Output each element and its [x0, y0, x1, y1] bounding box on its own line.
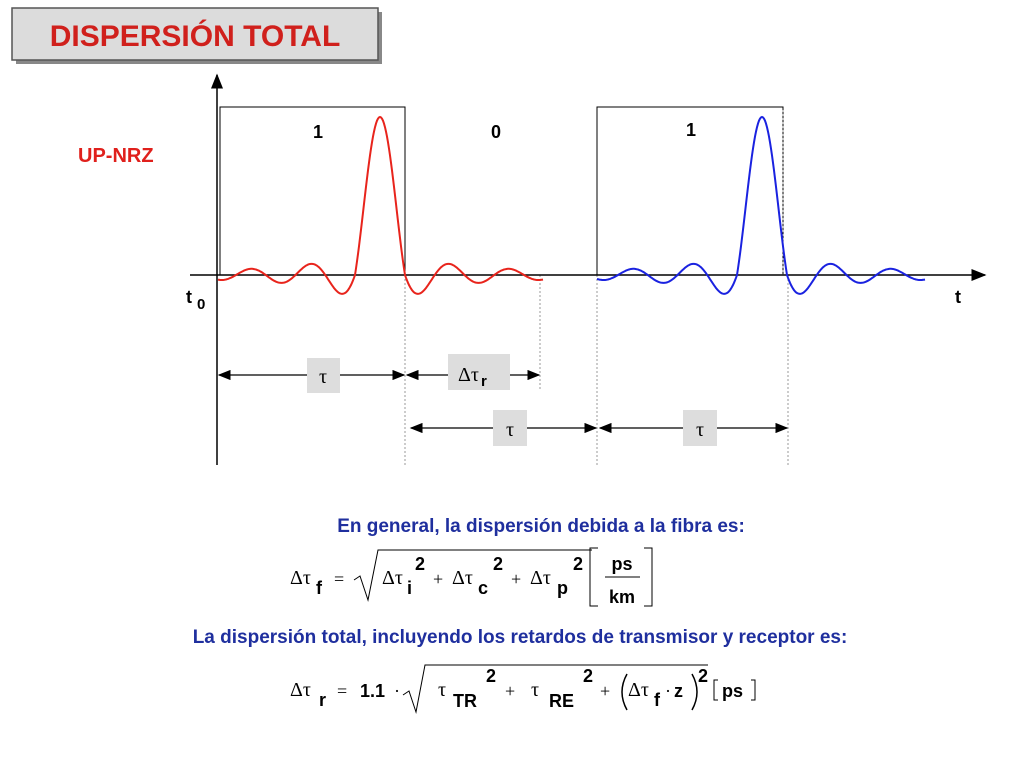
- bracket: [589, 547, 653, 607]
- interval-box: [493, 410, 527, 446]
- axis-label: t: [186, 287, 192, 307]
- title-box: [11, 7, 379, 61]
- formula-symbol: Δτ: [628, 679, 649, 701]
- bit-label: 0: [491, 122, 501, 142]
- pulse-wave: [596, 115, 926, 295]
- statement: La dispersión total, incluyendo los reta…: [193, 627, 848, 648]
- title: DISPERSIÓN TOTAL: [50, 19, 341, 53]
- formula-symbol: τ: [438, 679, 446, 701]
- formula-sub: TR: [453, 691, 477, 711]
- formula-op: +: [505, 681, 515, 701]
- interval-subscript: r: [481, 373, 487, 390]
- parenthesis: [621, 673, 698, 711]
- formula-symbol: Δτ: [382, 567, 403, 589]
- interval-label: τ: [319, 366, 327, 388]
- formula-power: 2: [583, 666, 593, 686]
- bit-label: 1: [313, 122, 323, 142]
- unit-denominator: km: [609, 587, 635, 607]
- statement: En general, la dispersión debida a la fi…: [337, 516, 745, 537]
- formula-power: 2: [486, 666, 496, 686]
- sqrt-sign: [402, 664, 708, 714]
- formula-sub: c: [478, 578, 488, 598]
- axis-label: t: [955, 287, 961, 307]
- interval-label: τ: [506, 419, 514, 441]
- formula-sub: f: [654, 690, 661, 710]
- pulse-wave: [217, 115, 544, 295]
- sqrt-sign: [353, 549, 592, 602]
- formula-op: ·: [394, 681, 400, 701]
- interval-label: τ: [696, 419, 704, 441]
- interval-label: Δτ: [458, 364, 479, 386]
- formula-op: +: [433, 569, 443, 589]
- formula-sub: r: [319, 690, 326, 710]
- signal-label: UP-NRZ: [78, 145, 154, 167]
- formula-op: +: [511, 569, 521, 589]
- formula-sub: i: [407, 578, 412, 598]
- formula-sub: p: [557, 578, 568, 598]
- formula-sub: f: [316, 578, 323, 598]
- formula-sub: RE: [549, 691, 574, 711]
- formula-symbol: Δτ: [452, 567, 473, 589]
- formula-symbol: Δτ: [290, 679, 311, 701]
- axis-subscript: 0: [197, 296, 205, 313]
- formula-op: ·: [665, 681, 671, 701]
- formula-op: +: [600, 681, 610, 701]
- formula-var: z: [674, 681, 683, 701]
- formula-symbol: Δτ: [530, 567, 551, 589]
- formula-power: 2: [573, 554, 583, 574]
- formula-power: 2: [698, 666, 708, 686]
- formula-factor: 1.1: [360, 681, 385, 701]
- formula-power: 2: [415, 554, 425, 574]
- interval-box: [448, 354, 510, 390]
- formula-symbol: Δτ: [290, 567, 311, 589]
- formula-symbol: τ: [531, 679, 539, 701]
- formula-power: 2: [493, 554, 503, 574]
- formula-op: =: [337, 681, 347, 701]
- unit: ps: [722, 681, 743, 701]
- bit-label: 1: [686, 120, 696, 140]
- formula-op: =: [334, 569, 344, 589]
- interval-box: [307, 358, 340, 393]
- unit-numerator: ps: [611, 554, 632, 574]
- interval-box: [683, 410, 717, 446]
- bracket: [713, 679, 756, 701]
